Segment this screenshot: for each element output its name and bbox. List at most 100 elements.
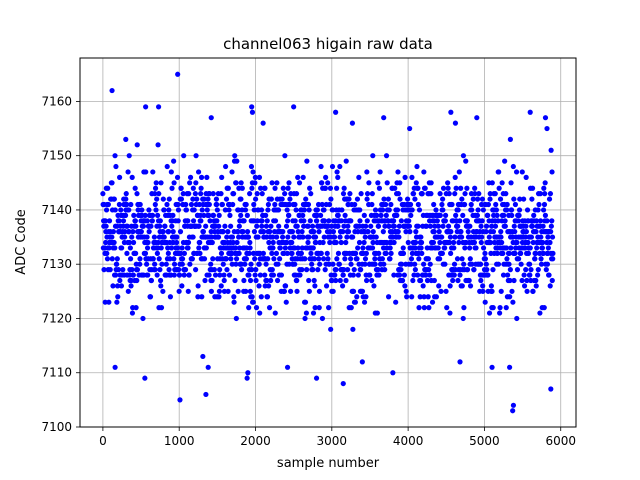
data-point xyxy=(415,201,421,208)
data-point xyxy=(523,223,529,229)
data-point xyxy=(423,272,429,278)
data-point xyxy=(442,218,448,224)
data-point xyxy=(105,201,111,208)
data-point xyxy=(270,245,276,251)
data-point xyxy=(510,163,516,170)
data-point xyxy=(238,212,244,218)
data-point xyxy=(439,250,445,256)
data-point xyxy=(127,256,134,262)
data-point xyxy=(341,185,347,191)
data-point xyxy=(347,191,353,197)
data-point xyxy=(131,212,137,218)
y-tick-label: 7150 xyxy=(41,149,72,163)
data-point xyxy=(464,218,470,224)
data-point xyxy=(145,272,151,278)
data-point xyxy=(314,207,320,213)
data-point xyxy=(247,245,253,251)
data-point xyxy=(123,191,129,197)
data-point xyxy=(210,212,217,218)
data-point xyxy=(442,212,449,218)
data-point xyxy=(504,207,510,213)
data-point xyxy=(479,234,485,240)
data-point xyxy=(293,207,299,213)
data-point xyxy=(524,277,530,284)
data-point xyxy=(209,239,215,246)
data-point xyxy=(170,212,176,218)
data-point xyxy=(286,212,292,218)
data-point xyxy=(217,272,223,278)
data-point xyxy=(479,196,486,202)
data-point xyxy=(152,267,158,273)
data-point xyxy=(316,288,323,294)
data-point xyxy=(355,272,361,278)
data-point xyxy=(433,294,440,300)
data-point xyxy=(365,229,371,235)
data-point xyxy=(354,196,361,202)
data-point xyxy=(175,71,181,77)
data-point xyxy=(339,283,346,289)
data-point xyxy=(262,185,268,191)
data-point xyxy=(500,250,506,256)
data-point xyxy=(435,245,441,251)
data-point xyxy=(280,229,286,235)
data-point xyxy=(419,250,425,256)
data-point xyxy=(546,272,552,278)
data-point xyxy=(251,201,257,208)
data-point xyxy=(408,212,414,218)
data-point xyxy=(273,250,280,256)
data-point xyxy=(406,223,413,229)
data-point xyxy=(383,212,389,218)
data-point xyxy=(153,180,159,186)
data-point xyxy=(295,245,301,251)
data-point xyxy=(152,185,159,191)
data-point xyxy=(463,158,469,164)
data-point xyxy=(483,223,490,229)
data-point xyxy=(148,223,154,229)
data-point xyxy=(474,115,480,121)
data-point xyxy=(323,174,329,180)
data-point xyxy=(459,196,465,202)
data-point xyxy=(437,212,443,218)
data-point xyxy=(146,207,152,213)
data-point xyxy=(346,196,352,202)
data-point xyxy=(436,229,442,235)
data-point xyxy=(210,191,216,197)
data-point xyxy=(111,239,117,246)
data-point xyxy=(144,218,150,224)
data-point xyxy=(402,283,408,289)
data-point xyxy=(166,196,172,202)
data-point xyxy=(483,229,489,235)
data-point xyxy=(244,375,250,381)
data-point xyxy=(430,239,437,246)
data-point xyxy=(193,180,199,186)
data-point xyxy=(130,272,136,278)
data-point xyxy=(284,207,290,213)
data-point xyxy=(344,234,350,240)
data-point xyxy=(460,153,467,159)
data-point xyxy=(123,196,129,202)
data-point xyxy=(415,272,421,278)
data-point xyxy=(540,239,546,246)
data-point xyxy=(285,218,291,224)
data-point xyxy=(542,115,549,121)
data-point xyxy=(138,229,144,235)
data-point xyxy=(221,288,228,294)
data-point xyxy=(514,267,521,273)
data-point xyxy=(421,169,427,175)
data-point xyxy=(369,277,375,284)
data-point xyxy=(485,201,491,208)
data-point xyxy=(328,196,334,202)
data-point xyxy=(134,277,140,284)
data-point xyxy=(229,234,236,240)
data-point xyxy=(123,136,129,142)
data-point xyxy=(292,218,298,224)
data-point xyxy=(231,299,237,305)
data-point xyxy=(311,256,318,262)
data-point xyxy=(252,256,258,262)
data-point xyxy=(115,294,121,300)
data-point xyxy=(247,239,253,246)
data-point xyxy=(137,256,143,262)
data-point xyxy=(514,315,520,322)
data-point xyxy=(249,294,255,300)
data-point xyxy=(175,201,181,208)
